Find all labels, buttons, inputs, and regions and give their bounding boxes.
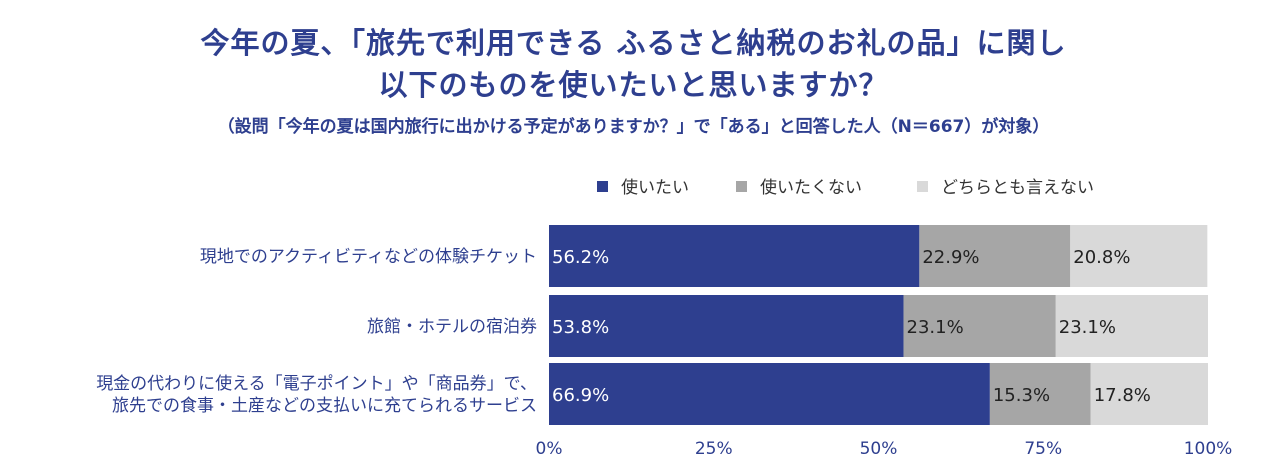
- bar-segment: [903, 295, 1056, 357]
- category-label: 旅先での食事・土産などの支払いに充てられるサービス: [112, 396, 537, 416]
- x-tick-label: 75%: [1024, 439, 1062, 459]
- data-label: 15.3%: [993, 385, 1050, 406]
- bar-segment: [1090, 363, 1208, 425]
- data-label: 23.1%: [1059, 317, 1116, 338]
- x-tick-label: 50%: [860, 439, 898, 459]
- bar-segment: [549, 295, 904, 357]
- category-label: 旅館・ホテルの宿泊券: [367, 317, 537, 337]
- category-label: 現地でのアクティビティなどの体験チケット: [200, 247, 537, 267]
- data-label: 20.8%: [1073, 247, 1130, 268]
- bar-segment: [989, 363, 1091, 425]
- bar-segment: [1070, 225, 1208, 287]
- legend-label: 使いたくない: [760, 177, 862, 198]
- chart-title-line1: 今年の夏、「旅先で利用できる ふるさと納税のお礼の品」に関し: [200, 26, 1067, 60]
- data-label: 23.1%: [907, 317, 964, 338]
- legend-swatch: [736, 181, 747, 192]
- bar-segment: [919, 225, 1071, 287]
- bar-segment: [549, 363, 990, 425]
- x-tick-label: 0%: [536, 439, 563, 459]
- legend-label: 使いたい: [621, 177, 689, 198]
- data-label: 53.8%: [552, 317, 609, 338]
- category-label: 現金の代わりに使える「電子ポイント」や「商品券」で、: [96, 373, 537, 394]
- legend-swatch: [597, 181, 608, 192]
- bar-segment: [549, 225, 920, 287]
- chart-title-line2: 以下のものを使いたいと思いますか？: [378, 68, 889, 102]
- legend-label: どちらとも言えない: [941, 178, 1094, 198]
- data-label: 22.9%: [922, 247, 979, 268]
- bar-segment: [1055, 295, 1208, 357]
- data-label: 17.8%: [1094, 385, 1151, 406]
- legend-swatch: [917, 181, 928, 192]
- x-tick-label: 100%: [1184, 439, 1233, 459]
- data-label: 56.2%: [552, 247, 609, 268]
- data-label: 66.9%: [552, 385, 609, 406]
- x-tick-label: 25%: [695, 439, 733, 459]
- chart-subtitle: （設問「今年の夏は国内旅行に出かける予定がありますか？」で「ある」と回答した人（…: [217, 117, 1050, 137]
